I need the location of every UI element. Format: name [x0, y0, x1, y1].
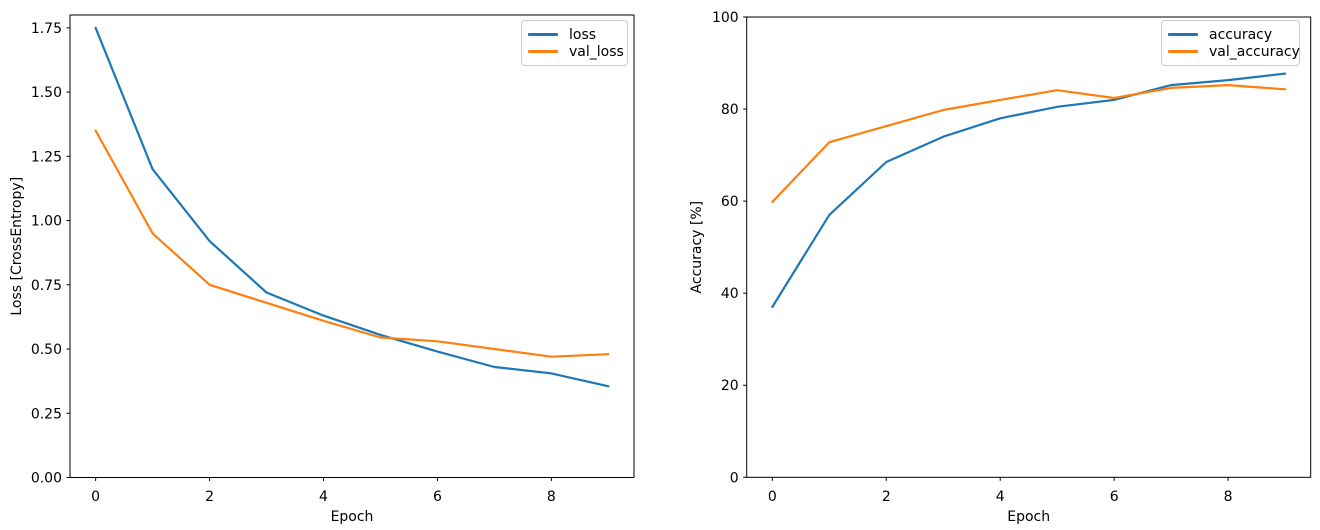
legend-label-val-accuracy: val_accuracy — [1209, 43, 1300, 60]
plot-border — [69, 14, 635, 478]
accuracy-chart: 0 2 4 6 8 0 20 40 60 80 100 Epoch Accuracy [%] accur… — [660, 0, 1320, 530]
y-tick-label: 1.25 — [31, 149, 62, 165]
y-tick-label: 1.00 — [31, 214, 62, 230]
legend-label-accuracy: accuracy — [1209, 26, 1273, 43]
y-tick-label: 1.75 — [31, 21, 62, 37]
x-tick-label: 0 — [768, 489, 777, 505]
accuracy-line-sample — [1168, 33, 1198, 36]
x-tick-label: 6 — [1110, 489, 1119, 505]
y-tick-label: 0 — [730, 470, 739, 486]
y-tick-label: 20 — [721, 378, 739, 394]
val-accuracy-line-sample — [1168, 50, 1198, 53]
legend-label-loss: loss — [569, 26, 597, 43]
x-axis-label: Epoch — [331, 509, 374, 525]
val-loss-line-sample — [528, 50, 558, 53]
x-tick-label: 8 — [547, 489, 556, 505]
accuracy-line — [771, 72, 1287, 309]
loss-chart: 0 2 4 6 8 0.00 0.25 0.50 0.75 1.00 1.25 1.50 1.75 Epo… — [9, 14, 635, 525]
legend-item-val-accuracy: val_accuracy — [1168, 43, 1300, 60]
legend-item-accuracy: accuracy — [1168, 26, 1293, 43]
x-tick-label: 4 — [996, 489, 1005, 505]
y-axis-label: Loss [CrossEntropy] — [9, 177, 25, 316]
x-axis-label: Epoch — [1007, 509, 1050, 525]
y-tick-label: 40 — [721, 286, 739, 302]
y-tick-label: 0.50 — [31, 342, 62, 358]
x-tick-label: 0 — [91, 489, 100, 505]
val_accuracy-line — [771, 83, 1287, 204]
x-tick-label: 8 — [1224, 489, 1233, 505]
accuracy-chart-legend: accuracy val_accuracy — [1161, 20, 1300, 66]
y-tick-label: 0.75 — [31, 278, 62, 294]
x-tick-label: 2 — [882, 489, 891, 505]
x-tick-label: 2 — [205, 489, 214, 505]
y-tick-label: 80 — [721, 102, 739, 118]
val_loss-line — [94, 129, 610, 358]
legend-item-val-loss: val_loss — [528, 43, 624, 60]
loss-line — [94, 26, 610, 388]
y-tick-label: 100 — [712, 10, 739, 26]
plot-border — [746, 16, 1312, 478]
loss-chart-canvas: 0 2 4 6 8 0.00 0.25 0.50 0.75 1.00 1.25 1.50 1.75 Epo… — [9, 14, 635, 525]
y-tick-label: 0.00 — [31, 471, 62, 487]
loss-chart-legend: loss val_loss — [521, 20, 628, 66]
legend-label-val-loss: val_loss — [569, 43, 624, 60]
x-tick-label: 6 — [433, 489, 442, 505]
x-tick-label: 4 — [319, 489, 328, 505]
legend-item-loss: loss — [528, 26, 621, 43]
loss-line-sample — [528, 33, 558, 36]
y-tick-label: 1.50 — [31, 85, 62, 101]
y-tick-label: 0.25 — [31, 406, 62, 422]
y-tick-label: 60 — [721, 194, 739, 210]
y-axis-label: Accuracy [%] — [689, 201, 705, 294]
